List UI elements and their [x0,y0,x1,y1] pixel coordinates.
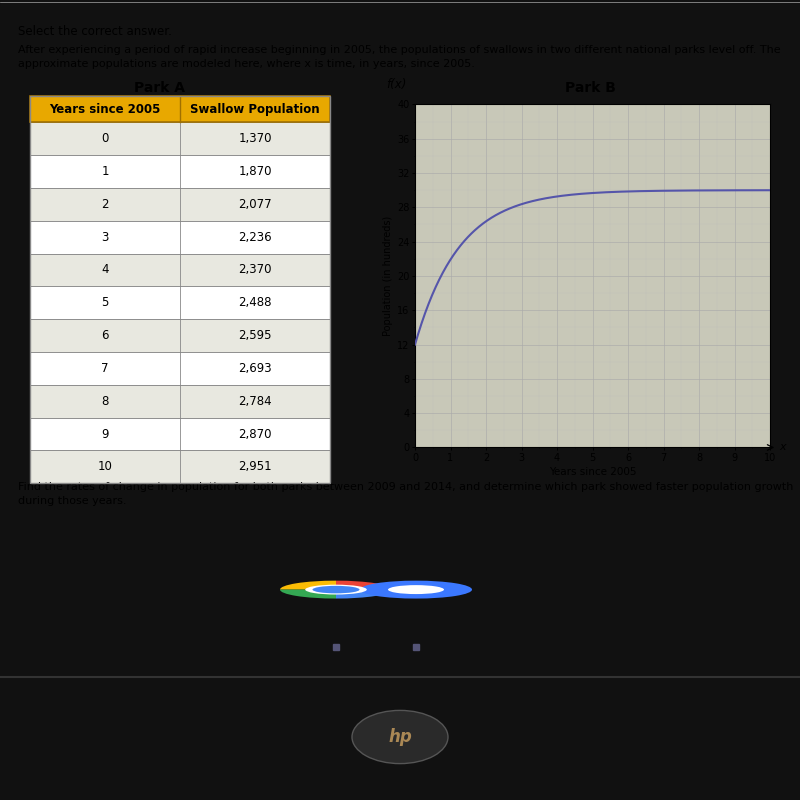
Wedge shape [280,590,336,598]
Text: 9: 9 [102,427,109,441]
Text: Find the rates of change in population for both parks between 2009 and 2014, and: Find the rates of change in population f… [18,482,794,492]
Text: hp: hp [388,728,412,746]
Text: 2,951: 2,951 [238,460,272,474]
Text: 2,693: 2,693 [238,362,272,375]
Text: Years since 2005: Years since 2005 [50,103,161,116]
Bar [30,286,330,319]
Text: x: x [779,442,786,453]
Text: 4: 4 [102,263,109,277]
Bar [30,221,330,254]
Text: f(x): f(x) [386,78,407,90]
Text: 1,870: 1,870 [238,165,272,178]
Text: Park B: Park B [565,81,615,94]
Circle shape [313,586,359,594]
Circle shape [306,585,366,594]
Bar [30,352,330,385]
Bar [30,319,330,352]
Wedge shape [336,590,392,598]
Wedge shape [336,581,392,590]
Text: 7: 7 [102,362,109,375]
Text: Select the correct answer.: Select the correct answer. [18,25,172,38]
Text: 2,370: 2,370 [238,263,272,277]
Text: 2,488: 2,488 [238,296,272,310]
Text: 2: 2 [102,198,109,211]
Text: 2,595: 2,595 [238,329,272,342]
Text: 6: 6 [102,329,109,342]
Text: 3: 3 [102,230,109,244]
Text: approximate populations are modeled here, where x is time, in years, since 2005.: approximate populations are modeled here… [18,58,475,69]
Text: Swallow Population: Swallow Population [190,103,320,116]
Text: 2,784: 2,784 [238,394,272,408]
Circle shape [388,585,444,594]
Bar [30,418,330,450]
Y-axis label: Population (in hundreds): Population (in hundreds) [383,216,393,336]
Circle shape [360,581,472,598]
Text: 2,870: 2,870 [238,427,272,441]
Text: 5: 5 [102,296,109,310]
X-axis label: Years since 2005: Years since 2005 [549,467,636,477]
Bar [30,97,330,483]
Text: 10: 10 [98,460,113,474]
Bar [30,122,330,155]
Text: 1,370: 1,370 [238,132,272,146]
Bar [30,188,330,221]
Bar [30,155,330,188]
Text: 1: 1 [102,165,109,178]
Bar [30,450,330,483]
Bar [30,254,330,286]
Text: during those years.: during those years. [18,496,126,506]
Ellipse shape [352,710,448,763]
Text: 2,236: 2,236 [238,230,272,244]
Text: Park A: Park A [134,81,186,94]
Text: 8: 8 [102,394,109,408]
Bar [30,97,330,122]
Text: 0: 0 [102,132,109,146]
Bar [30,385,330,418]
Text: After experiencing a period of rapid increase beginning in 2005, the populations: After experiencing a period of rapid inc… [18,45,781,54]
Text: 2,077: 2,077 [238,198,272,211]
Wedge shape [280,581,336,590]
